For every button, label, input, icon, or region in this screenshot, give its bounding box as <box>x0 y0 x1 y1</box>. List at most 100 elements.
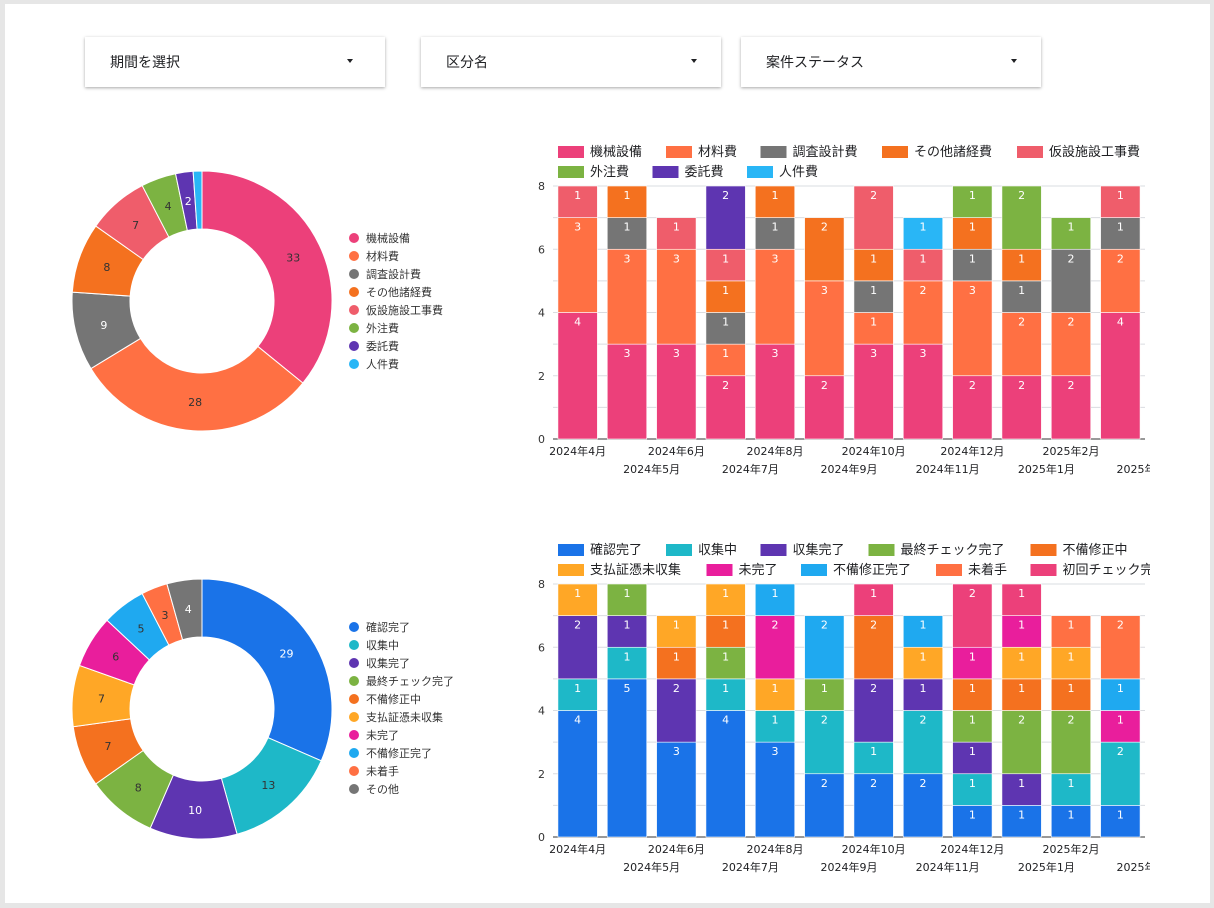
x-tick-label: 2024年8月 <box>747 842 804 856</box>
bar-segment <box>1100 248 1141 313</box>
bar-segment <box>804 280 845 377</box>
bar-segment <box>902 646 944 680</box>
legend-swatch <box>652 166 679 178</box>
legend-swatch <box>666 544 692 556</box>
bar-value-label: 3 <box>624 252 631 265</box>
x-tick-label: 2024年6月 <box>648 444 705 458</box>
bar-segment <box>1100 312 1141 440</box>
legend-swatch <box>1030 544 1057 556</box>
bar-segment <box>1001 583 1042 616</box>
legend-marker <box>349 748 359 758</box>
y-tick-label: 0 <box>538 433 545 446</box>
bar-segment <box>952 375 993 440</box>
bar-value-label: 1 <box>1068 619 1075 632</box>
bar-segment <box>1001 678 1042 711</box>
bar-segment <box>705 583 746 616</box>
bar-value-label: 1 <box>1018 619 1025 632</box>
x-tick-label: 2024年7月 <box>722 860 779 874</box>
slice-value-label: 13 <box>261 779 275 792</box>
bar-segment <box>754 248 796 345</box>
bar-segment <box>1100 615 1141 680</box>
x-tick-label: 2024年5月 <box>623 860 680 874</box>
bar-value-label: 2 <box>920 777 927 790</box>
bar-segment <box>656 646 697 680</box>
legend-label: 材料費 <box>366 249 399 263</box>
legend-label: 不備修正中 <box>366 692 421 706</box>
donut-slice <box>201 578 333 762</box>
y-tick-label: 4 <box>538 705 545 718</box>
x-tick-label: 2025年2月 <box>1043 842 1100 856</box>
bar-segment <box>606 185 648 218</box>
bar-segment <box>853 678 894 743</box>
bar-segment <box>606 646 648 680</box>
bar-value-label: 1 <box>624 619 631 632</box>
slice-value-label: 29 <box>279 648 293 661</box>
status-filter-label: 案件ステータス <box>766 55 864 71</box>
slice-value-label: 33 <box>286 252 300 265</box>
bar-value-label: 1 <box>772 682 779 695</box>
legend-marker <box>349 676 359 686</box>
legend-label: 委託費 <box>685 164 724 180</box>
bar-value-label: 1 <box>624 587 631 600</box>
bar-segment <box>1050 375 1092 440</box>
legend-label: 外注費 <box>366 321 399 335</box>
bar-segment <box>804 678 845 711</box>
status-filter-dropdown[interactable]: 案件ステータス <box>741 37 1041 87</box>
x-tick-label: 2024年11月 <box>916 462 980 476</box>
legend-label: 収集完了 <box>366 656 410 670</box>
bar-value-label: 1 <box>772 189 779 202</box>
bar-segment <box>1100 741 1141 806</box>
legend-label: 支払証憑未収集 <box>366 710 443 724</box>
bar-value-label: 1 <box>1018 650 1025 663</box>
slice-value-label: 3 <box>161 609 168 622</box>
bar-value-label: 2 <box>1018 379 1025 392</box>
bar-segment <box>705 678 746 711</box>
bar-value-label: 1 <box>722 650 729 663</box>
legend-marker <box>349 658 359 668</box>
bar-value-label: 1 <box>722 619 729 632</box>
bar-value-label: 1 <box>1018 808 1025 821</box>
bar-value-label: 1 <box>1068 221 1075 234</box>
x-tick-label: 2024年12月 <box>940 444 1004 458</box>
legend-swatch <box>558 166 584 178</box>
legend-label: その他 <box>366 783 399 796</box>
slice-value-label: 7 <box>105 740 112 753</box>
donut-slice <box>166 578 203 641</box>
bar-value-label: 2 <box>673 682 680 695</box>
bar-value-label: 1 <box>1117 808 1124 821</box>
legend-label: 調査設計費 <box>366 267 421 281</box>
period-filter-dropdown[interactable]: 期間を選択 <box>85 37 385 87</box>
bar-value-label: 1 <box>1018 777 1025 790</box>
bar-segment <box>1050 710 1092 775</box>
division-filter-dropdown[interactable]: 区分名 <box>421 37 721 87</box>
bar-segment <box>656 217 697 250</box>
legend-marker <box>349 251 359 261</box>
legend-label: 収集中 <box>698 542 737 558</box>
legend-label: 材料費 <box>698 145 737 160</box>
bar-value-label: 1 <box>722 316 729 329</box>
bar-value-label: 1 <box>574 587 581 600</box>
bar-segment <box>952 583 993 648</box>
legend-label: 支払証憑未収集 <box>590 562 681 578</box>
slice-value-label: 5 <box>137 623 144 636</box>
bar-value-label: 1 <box>1018 587 1025 600</box>
bar-segment <box>804 615 845 680</box>
bar-value-label: 1 <box>870 587 877 600</box>
bar-segment <box>754 615 796 680</box>
legend-label: 人件費 <box>366 357 399 371</box>
legend-label: 収集中 <box>366 638 399 652</box>
legend-marker <box>349 766 359 776</box>
x-tick-label: 2024年11月 <box>916 860 980 874</box>
legend-swatch <box>666 146 692 158</box>
bar-value-label: 1 <box>574 682 581 695</box>
bar-segment <box>1001 805 1042 838</box>
bar-value-label: 3 <box>673 745 680 758</box>
bar-value-label: 3 <box>772 745 779 758</box>
legend-swatch <box>936 564 962 576</box>
report-canvas: 期間を選択 区分名 案件ステータス 33 28 9 8 7 4 2 機械設備 材料費 調査設計費そ… <box>5 4 1210 903</box>
bar-value-label: 2 <box>574 619 581 632</box>
slice-value-label: 8 <box>103 261 110 274</box>
legend-label: 未着手 <box>366 764 399 778</box>
bar-segment <box>656 678 697 743</box>
bar-value-label: 1 <box>673 650 680 663</box>
